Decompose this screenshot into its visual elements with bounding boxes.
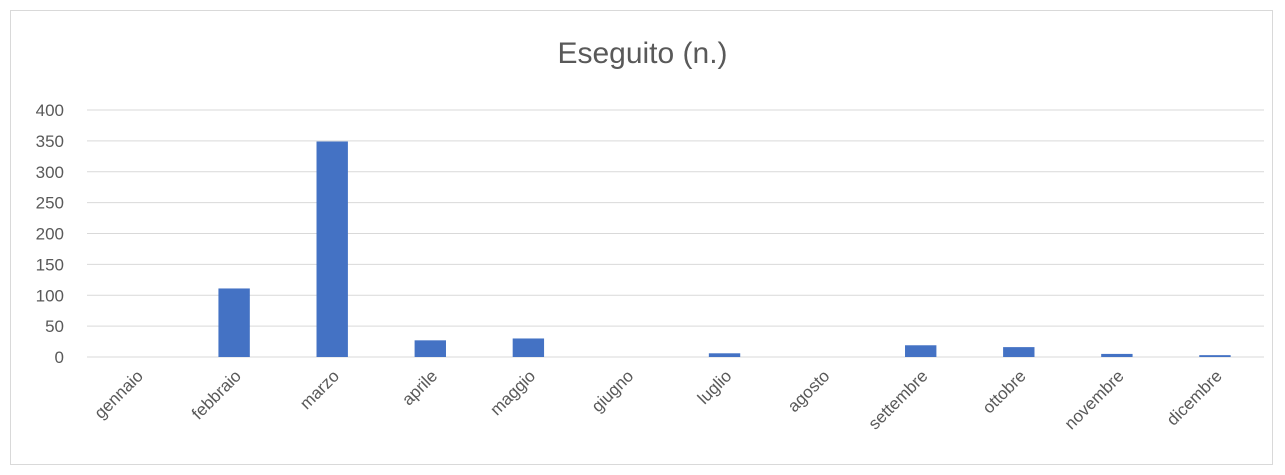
x-tick-label-gennaio: gennaio <box>91 366 147 422</box>
y-axis-ticks: 0 50 100 150 200 250 300 350 400 <box>36 101 64 367</box>
x-tick-label-maggio: maggio <box>486 366 539 419</box>
x-tick-label-febbraio: febbraio <box>188 366 245 423</box>
y-tick-label: 350 <box>36 132 64 151</box>
x-tick-label-luglio: luglio <box>694 366 736 408</box>
x-tick-label-dicembre: dicembre <box>1163 366 1226 429</box>
x-tick-label-settembre: settembre <box>865 366 932 433</box>
bars <box>218 141 1231 357</box>
chart-title: Eseguito (n.) <box>557 37 728 70</box>
bar-aprile <box>414 340 446 357</box>
y-tick-label: 250 <box>36 194 64 213</box>
bar-febbraio <box>218 288 250 357</box>
bar-settembre <box>905 345 937 357</box>
y-tick-label: 150 <box>36 255 64 274</box>
chart-frame <box>10 10 1273 465</box>
bar-ottobre <box>1003 347 1035 357</box>
bar-maggio <box>512 338 545 357</box>
y-tick-label: 0 <box>55 348 64 367</box>
y-tick-label: 100 <box>36 286 64 305</box>
x-tick-label-giugno: giugno <box>588 366 638 416</box>
bar-novembre <box>1101 353 1133 357</box>
y-tick-label: 400 <box>36 101 64 120</box>
y-tick-label: 50 <box>45 317 64 336</box>
gridlines <box>87 109 1264 358</box>
y-tick-label: 300 <box>36 163 64 182</box>
bar-marzo <box>316 141 348 357</box>
x-tick-label-agosto: agosto <box>784 366 834 416</box>
x-axis-ticks: gennaio febbraio marzo aprile maggio giugno lu… <box>91 366 1226 433</box>
bar-luglio <box>708 353 741 357</box>
y-tick-label: 200 <box>36 225 64 244</box>
x-tick-label-marzo: marzo <box>296 366 343 413</box>
x-tick-label-ottobre: ottobre <box>979 366 1030 417</box>
x-tick-label-aprile: aprile <box>398 366 441 409</box>
bar-dicembre <box>1199 355 1231 357</box>
x-tick-label-novembre: novembre <box>1061 366 1128 433</box>
